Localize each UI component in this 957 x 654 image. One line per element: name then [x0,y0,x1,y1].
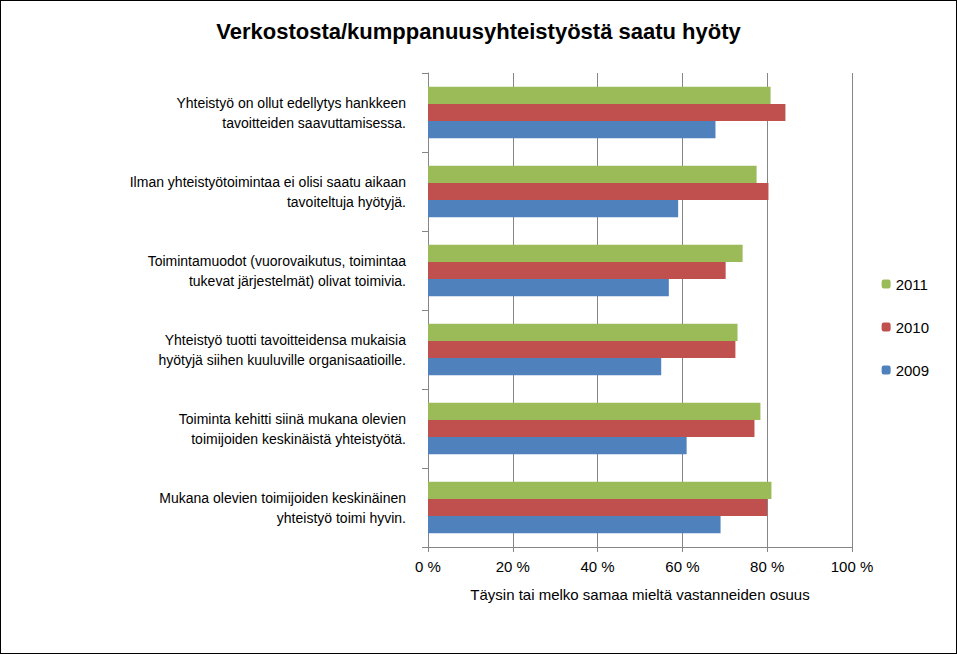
svg-text:Yhteistyö tuotti tavoitteidens: Yhteistyö tuotti tavoitteidensa mukaisia [165,332,406,348]
svg-text:40 %: 40 % [580,558,614,575]
svg-text:yhteistyö toimi hyvin.: yhteistyö toimi hyvin. [277,510,406,526]
svg-text:tavoitteiden saavuttamisessa.: tavoitteiden saavuttamisessa. [222,115,406,131]
svg-text:100 %: 100 % [831,558,874,575]
svg-text:0 %: 0 % [415,558,441,575]
svg-text:tukevat järjestelmät) olivat t: tukevat järjestelmät) olivat toimivia. [189,273,406,289]
svg-text:Toiminta kehitti siinä mukana: Toiminta kehitti siinä mukana olevien [179,411,406,427]
svg-text:toimijoiden keskinäistä yhteis: toimijoiden keskinäistä yhteistyötä. [191,431,406,447]
svg-text:Yhteistyö on ollut edellytys h: Yhteistyö on ollut edellytys hankkeen [176,95,406,111]
svg-text:60 %: 60 % [665,558,699,575]
svg-text:20 %: 20 % [496,558,530,575]
svg-text:Ilman yhteistyötoimintaa ei ol: Ilman yhteistyötoimintaa ei olisi saatu … [130,174,406,190]
svg-text:2010: 2010 [896,319,929,336]
svg-text:Toimintamuodot (vuorovaikutus,: Toimintamuodot (vuorovaikutus, toimintaa [148,253,407,269]
svg-text:Verkostosta/kumppanuusyhteisty: Verkostosta/kumppanuusyhteistyöstä saatu… [216,19,741,44]
svg-text:2009: 2009 [896,362,929,379]
svg-text:Mukana olevien toimijoiden kes: Mukana olevien toimijoiden keskinäinen [159,490,406,506]
svg-text:Täysin tai melko samaa mieltä: Täysin tai melko samaa mieltä vastanneid… [470,586,809,603]
svg-text:hyötyjä siihen kuuluville orga: hyötyjä siihen kuuluville organisaatioil… [159,352,406,368]
svg-text:80 %: 80 % [750,558,784,575]
svg-text:2011: 2011 [896,276,928,293]
svg-text:tavoiteltuja hyötyjä.: tavoiteltuja hyötyjä. [287,194,406,210]
